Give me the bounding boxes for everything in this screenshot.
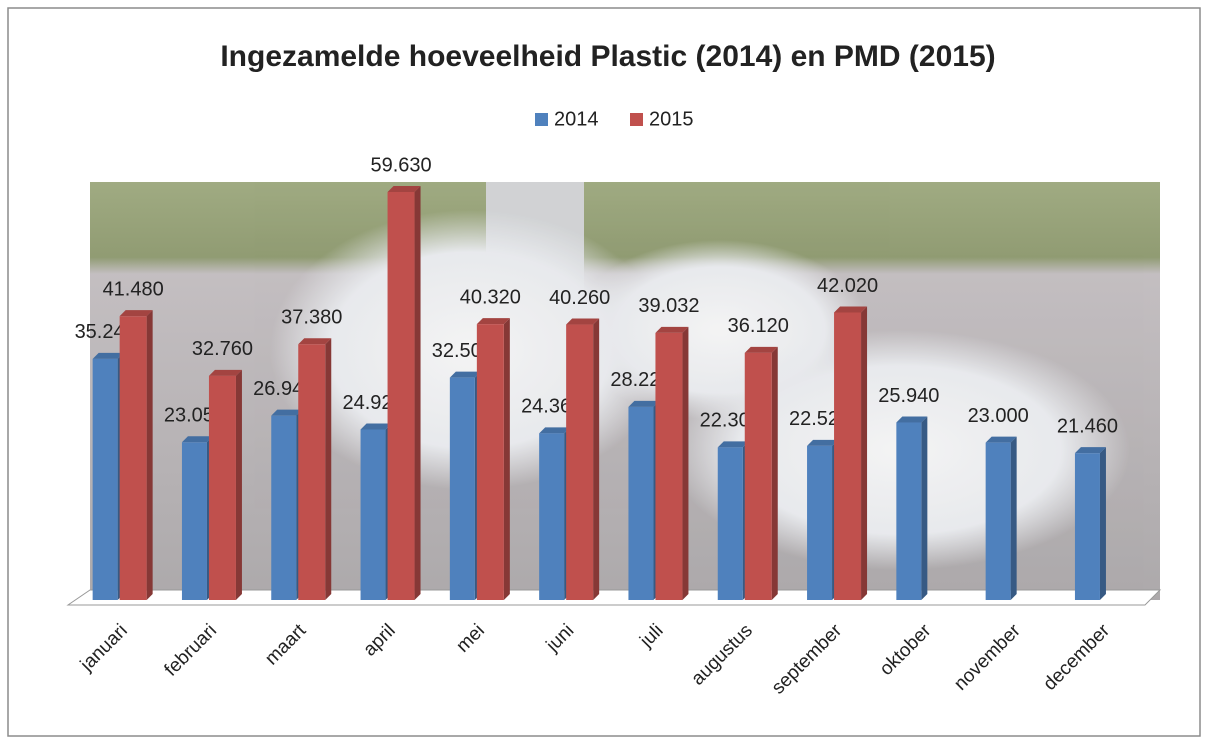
value-label: 40.320 bbox=[460, 286, 521, 308]
bar bbox=[449, 371, 481, 600]
value-label: 40.260 bbox=[549, 287, 610, 309]
value-label: 59.630 bbox=[370, 154, 431, 176]
value-label: 42.020 bbox=[817, 275, 878, 297]
bar bbox=[566, 318, 600, 600]
value-label: 39.032 bbox=[638, 295, 699, 317]
bar bbox=[628, 400, 660, 600]
floor bbox=[66, 589, 1162, 606]
bar bbox=[717, 441, 749, 600]
chart-title: Ingezamelde hoeveelheid Plastic (2014) e… bbox=[220, 40, 995, 73]
bar bbox=[119, 310, 153, 600]
bar bbox=[208, 369, 242, 600]
bar bbox=[298, 338, 332, 600]
bar bbox=[360, 423, 392, 600]
value-label: 21.460 bbox=[1057, 415, 1118, 437]
bar bbox=[744, 346, 778, 600]
value-label: 36.120 bbox=[728, 315, 789, 337]
value-label: 37.380 bbox=[281, 307, 342, 329]
bar bbox=[539, 427, 571, 600]
bar bbox=[1074, 447, 1106, 600]
bar bbox=[92, 352, 124, 600]
legend-swatch bbox=[535, 113, 548, 126]
bar bbox=[181, 436, 213, 600]
bar bbox=[476, 318, 510, 600]
value-label: 25.940 bbox=[878, 385, 939, 407]
bar bbox=[896, 416, 928, 600]
legend-label: 2014 bbox=[554, 108, 599, 130]
value-label: 23.000 bbox=[968, 405, 1029, 427]
bar bbox=[985, 436, 1017, 600]
bar bbox=[655, 326, 689, 600]
legend-swatch bbox=[630, 113, 643, 126]
bar bbox=[834, 306, 868, 600]
legend-label: 2015 bbox=[649, 108, 694, 130]
value-label: 41.480 bbox=[103, 278, 164, 300]
bar bbox=[271, 409, 303, 600]
bar bbox=[387, 186, 421, 600]
value-label: 32.760 bbox=[192, 338, 253, 360]
bar bbox=[807, 439, 839, 600]
